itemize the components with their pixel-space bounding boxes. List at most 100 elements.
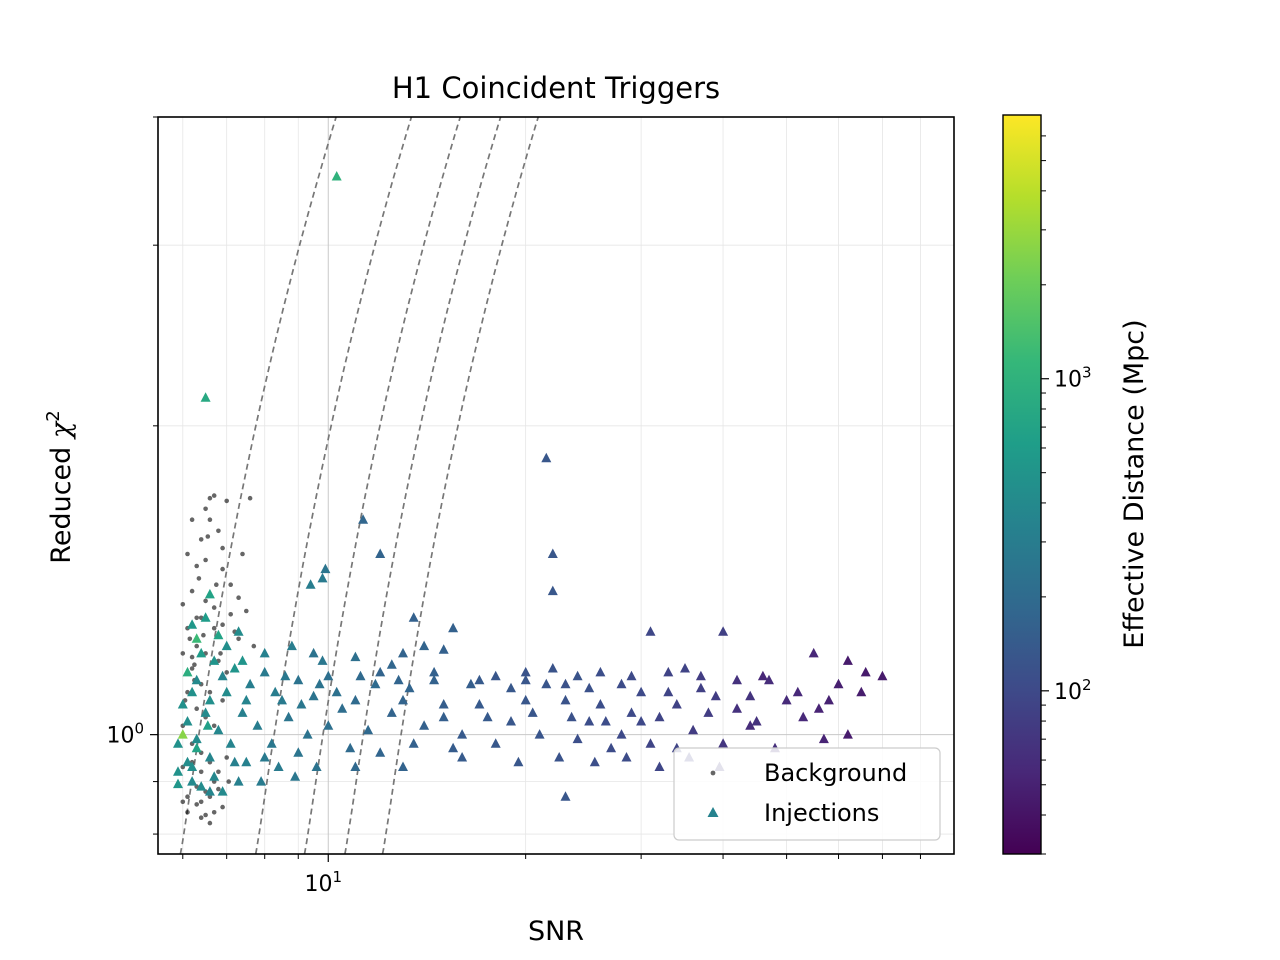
injection-point (645, 738, 656, 748)
colorbar: 102 103 Effective Distance (Mpc) (1002, 114, 1150, 855)
background-point (185, 810, 190, 815)
injection-point (317, 572, 328, 583)
injection-point (187, 686, 198, 697)
injection-point (386, 707, 397, 717)
injection-point (237, 707, 248, 717)
background-point (220, 545, 225, 551)
injection-point (818, 733, 829, 744)
background-point (220, 804, 225, 810)
injection-point (237, 655, 248, 665)
injection-point (626, 670, 637, 681)
x-tick-label: 101 (304, 868, 342, 897)
background-point (201, 632, 206, 638)
background-point (211, 493, 217, 498)
background-point (216, 786, 221, 792)
injection-point (506, 716, 516, 726)
injection-point (429, 666, 440, 677)
injection-point (506, 682, 516, 693)
injection-point (204, 752, 215, 762)
injection-point (302, 729, 313, 739)
injection-point (229, 756, 240, 767)
injection-point (513, 756, 524, 767)
background-point (244, 608, 249, 614)
injection-point (323, 670, 334, 681)
threshold-curve (303, 117, 462, 854)
injection-point (584, 716, 595, 726)
injection-point (320, 563, 331, 574)
injection-point (626, 707, 637, 717)
injection-point (842, 729, 853, 739)
background-point (228, 582, 233, 587)
background-point (194, 563, 199, 569)
background-point (185, 794, 190, 799)
legend-injections-label: Injections (764, 799, 879, 827)
injection-point (204, 588, 215, 599)
background-point (194, 643, 199, 649)
injection-point (191, 633, 202, 643)
injection-point (457, 752, 468, 762)
injection-point (429, 674, 440, 685)
injection-point (600, 716, 611, 726)
background-point (207, 495, 213, 501)
injection-point (290, 771, 301, 781)
injection-point (541, 452, 552, 463)
x-axis-ticks: 101 (182, 854, 921, 897)
injection-point (173, 738, 183, 748)
background-point (211, 810, 217, 815)
injection-point (345, 742, 356, 753)
injection-point (213, 724, 224, 735)
background-point (189, 588, 195, 594)
injection-point (241, 756, 252, 767)
background-point (180, 602, 186, 607)
injection-point (358, 514, 369, 524)
injection-point (305, 579, 316, 589)
injection-point (645, 626, 656, 636)
injection-point (636, 686, 647, 697)
threshold-curve (179, 117, 337, 854)
injection-point (547, 585, 558, 596)
background-point (247, 495, 253, 501)
injection-point (566, 711, 577, 722)
injection-point (393, 674, 404, 685)
background-point (207, 820, 213, 826)
injection-point (606, 742, 617, 753)
injection-point (187, 776, 198, 786)
grid (158, 116, 954, 854)
injection-point (490, 738, 501, 748)
background-point (211, 723, 217, 729)
background-point (203, 598, 208, 604)
background-point (216, 528, 221, 534)
colorbar-label: Effective Distance (Mpc) (1119, 319, 1150, 648)
background-point (180, 799, 186, 805)
injection-point (311, 761, 322, 771)
injection-point (337, 703, 348, 713)
injection-point (398, 694, 408, 705)
injection-point (331, 686, 342, 697)
background-point (207, 689, 213, 695)
threshold-curve (344, 117, 502, 854)
injection-point (751, 716, 762, 726)
injection-point (196, 781, 207, 791)
injection-point (280, 670, 291, 681)
injection-point (490, 670, 501, 681)
background-point (189, 666, 195, 671)
injection-point (233, 626, 244, 636)
background-point (198, 815, 204, 820)
injection-point (209, 655, 220, 665)
background-point (189, 654, 195, 660)
injection-point (718, 626, 729, 636)
y-axis-label: Reduced χ2 (43, 410, 77, 563)
injection-point (745, 690, 756, 701)
injection-point (314, 678, 325, 689)
injection-point (572, 733, 583, 744)
injection-point (173, 766, 183, 776)
injection-point (217, 670, 228, 681)
injection-point (764, 674, 774, 685)
injection-point (398, 761, 408, 771)
injection-point (200, 612, 211, 622)
injection-point (527, 707, 538, 717)
injection-point (595, 699, 606, 709)
background-point (194, 615, 199, 621)
injection-point (856, 686, 867, 697)
